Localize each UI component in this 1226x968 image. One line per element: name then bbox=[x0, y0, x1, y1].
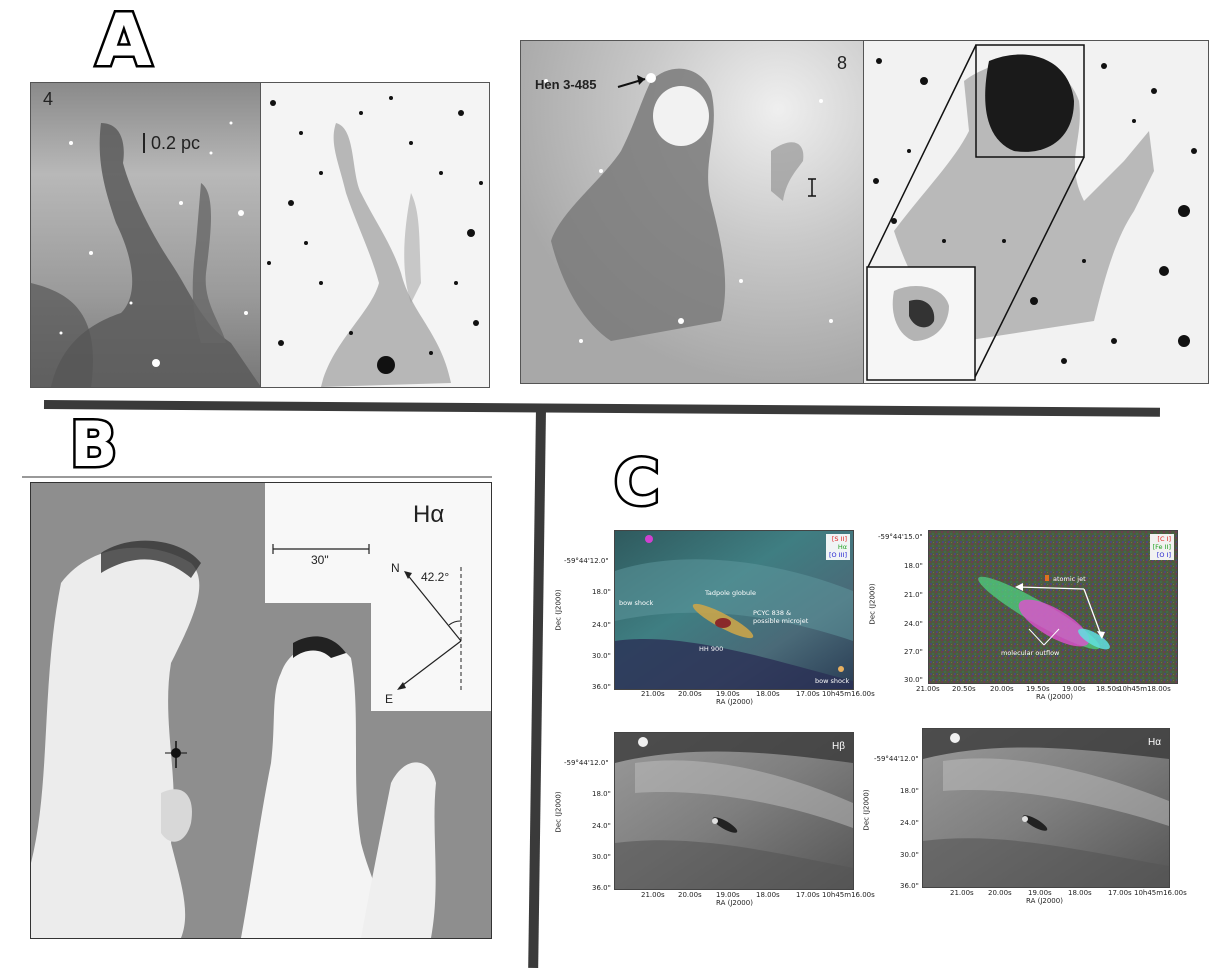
annotation-atomic-jet: atomic jet bbox=[1053, 575, 1086, 583]
annotation-pcyc: PCYC 838 & bbox=[753, 609, 792, 617]
x-tick: 19.00s bbox=[716, 690, 740, 698]
y-tick: 30.0" bbox=[592, 652, 611, 660]
x-tick: 19.00s bbox=[716, 891, 740, 899]
north-label: N bbox=[391, 561, 400, 575]
pillar-4-inverted-image bbox=[260, 82, 490, 388]
x-tick: 17.00s bbox=[796, 690, 820, 698]
x-axis-label: RA (J2000) bbox=[716, 899, 753, 907]
x-tick: 10h45m16.00s bbox=[1134, 889, 1187, 897]
y-tick: 18.0" bbox=[592, 588, 611, 596]
x-tick: 20.00s bbox=[678, 690, 702, 698]
y-tick: 30.0" bbox=[900, 851, 919, 859]
x-axis-label: RA (J2000) bbox=[1026, 897, 1063, 905]
jet-rgb-image: [C I] [Fe II] [O I] atomic jet molecular… bbox=[928, 530, 1178, 684]
x-tick: 20.50s bbox=[952, 685, 976, 693]
section-b-top-rule bbox=[22, 476, 492, 478]
y-tick: 36.0" bbox=[900, 882, 919, 890]
legend-entry-oiii: [O III] bbox=[828, 551, 847, 559]
x-tick: 20.00s bbox=[990, 685, 1014, 693]
y-tick: 36.0" bbox=[592, 884, 611, 892]
halpha-image: Hα bbox=[922, 728, 1170, 888]
x-tick: 17.00s bbox=[1108, 889, 1132, 897]
y-tick: 24.0" bbox=[900, 819, 919, 827]
x-tick: 20.00s bbox=[988, 889, 1012, 897]
x-tick: 21.00s bbox=[916, 685, 940, 693]
scale-bar bbox=[143, 133, 145, 153]
panel-number: 4 bbox=[43, 89, 54, 109]
y-tick: 18.0" bbox=[900, 787, 919, 795]
tadpole-rgb-image: [S II] Hα [O III] bow shock Tadpole glob… bbox=[614, 530, 854, 690]
x-tick: 19.00s bbox=[1062, 685, 1086, 693]
y-tick: 30.0" bbox=[904, 676, 923, 684]
scale-label: 30" bbox=[311, 553, 329, 567]
x-axis-label: RA (J2000) bbox=[1036, 693, 1073, 701]
x-tick: 20.00s bbox=[678, 891, 702, 899]
y-tick: -59°44'12.0" bbox=[564, 759, 609, 767]
annotation-pcyc-line2: possible microjet bbox=[753, 617, 809, 625]
x-tick: 21.00s bbox=[950, 889, 974, 897]
scale-label: 0.2 pc bbox=[151, 133, 201, 153]
x-tick: 10h45m16.00s bbox=[822, 690, 875, 698]
pillar-8-optical-image: Hen 3-485 8 bbox=[520, 40, 865, 384]
filter-label: Hα bbox=[413, 501, 445, 528]
x-tick: 19.50s bbox=[1026, 685, 1050, 693]
legend-entry-halpha: Hα bbox=[837, 543, 847, 551]
legend-entry-sii: [S II] bbox=[831, 535, 847, 543]
x-tick: 21.00s bbox=[641, 891, 665, 899]
x-tick: 18.50s bbox=[1096, 685, 1120, 693]
east-label: E bbox=[385, 692, 394, 706]
y-axis-label: Dec (J2000) bbox=[868, 583, 877, 625]
hbeta-image: Hβ bbox=[614, 732, 854, 890]
legend: [C I] [Fe II] [O I] bbox=[1149, 534, 1174, 560]
y-tick: 27.0" bbox=[904, 648, 923, 656]
x-tick: 10h45m16.00s bbox=[822, 891, 875, 899]
annotation-hh: HH 900 bbox=[699, 645, 724, 653]
annotation-tadpole: Tadpole globule bbox=[705, 589, 756, 597]
x-tick: 17.00s bbox=[796, 891, 820, 899]
panel-number: 8 bbox=[837, 53, 848, 73]
y-axis-label: Dec (J2000) bbox=[554, 791, 563, 833]
legend-entry-oi: [O I] bbox=[1156, 551, 1171, 559]
section-b-letter: B bbox=[67, 408, 119, 481]
x-tick: 19.00s bbox=[1028, 889, 1052, 897]
annotation-molecular-outflow: molecular outflow bbox=[1001, 649, 1060, 657]
annotation-bow-shock-left: bow shock bbox=[619, 599, 654, 607]
x-tick: 10h45m18.00s bbox=[1118, 685, 1171, 693]
y-tick: -59°44'12.0" bbox=[564, 557, 609, 565]
section-c-letter: C bbox=[612, 446, 662, 519]
y-tick: -59°44'12.0" bbox=[874, 755, 919, 763]
x-tick: 18.00s bbox=[1068, 889, 1092, 897]
y-tick: 36.0" bbox=[592, 683, 611, 691]
y-tick: 18.0" bbox=[592, 790, 611, 798]
angle-label: 42.2° bbox=[421, 570, 450, 584]
x-tick: 18.00s bbox=[756, 891, 780, 899]
y-tick: 24.0" bbox=[904, 620, 923, 628]
y-tick: -59°44'15.0" bbox=[878, 533, 923, 541]
filter-label: Hβ bbox=[832, 741, 845, 752]
pillar-4-optical-image: 4 0.2 pc bbox=[30, 82, 262, 388]
y-tick: 24.0" bbox=[592, 822, 611, 830]
pillar-8-inverted-image bbox=[863, 40, 1209, 384]
horizontal-divider bbox=[43, 400, 1161, 417]
filter-label: Hα bbox=[1147, 737, 1161, 748]
legend-entry-ci: [C I] bbox=[1157, 535, 1171, 543]
legend: [S II] Hα [O III] bbox=[825, 534, 850, 560]
y-tick: 30.0" bbox=[592, 853, 611, 861]
x-tick: 21.00s bbox=[641, 690, 665, 698]
object-label: Hen 3-485 bbox=[535, 77, 597, 92]
section-a-letter: A bbox=[94, 0, 155, 82]
y-tick: 18.0" bbox=[904, 562, 923, 570]
vertical-divider bbox=[528, 407, 546, 968]
y-tick: 24.0" bbox=[592, 621, 611, 629]
y-axis-label: Dec (J2000) bbox=[554, 589, 563, 631]
annotation-bow-shock-right: bow shock bbox=[815, 677, 850, 685]
x-tick: 18.00s bbox=[756, 690, 780, 698]
y-tick: 21.0" bbox=[904, 591, 923, 599]
legend-entry-feii: [Fe II] bbox=[1152, 543, 1171, 551]
x-axis-label: RA (J2000) bbox=[716, 698, 753, 706]
halpha-pillars-image: Hα 30" N 42.2° E bbox=[30, 482, 492, 939]
y-axis-label: Dec (J2000) bbox=[862, 789, 871, 831]
